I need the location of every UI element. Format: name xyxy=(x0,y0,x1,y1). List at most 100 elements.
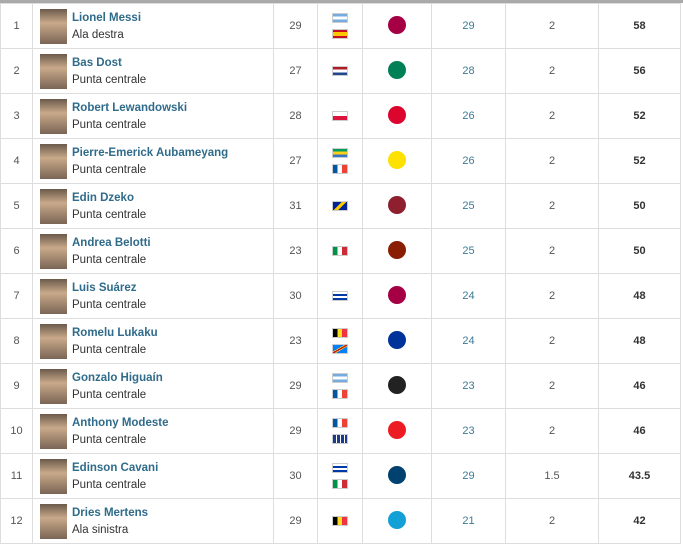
goals: 28 xyxy=(431,48,506,94)
player-photo xyxy=(40,188,67,224)
rank: 10 xyxy=(0,408,33,454)
player-photo xyxy=(40,323,67,359)
nationality-flags xyxy=(318,201,362,211)
player-name-link[interactable]: Edin Dzeko xyxy=(72,191,134,204)
table-row: 9 Gonzalo Higuaín Punta centrale 29 23 2 … xyxy=(0,363,681,409)
coefficient: 2 xyxy=(505,318,599,364)
flag-italy-icon xyxy=(332,479,348,489)
points: 58 xyxy=(598,3,681,49)
player-position: Ala destra xyxy=(72,28,124,41)
club-psg-icon[interactable] xyxy=(388,465,406,484)
flag-guadeloupe-icon xyxy=(332,434,348,444)
player-position: Punta centrale xyxy=(72,433,147,446)
nationality-flags xyxy=(318,291,362,301)
nationality-flags xyxy=(318,373,362,399)
club-napoli-icon[interactable] xyxy=(388,510,406,529)
goals: 23 xyxy=(431,408,506,454)
club-juventus-icon[interactable] xyxy=(388,375,406,394)
player-position: Punta centrale xyxy=(72,298,147,311)
goals: 24 xyxy=(431,273,506,319)
age: 29 xyxy=(273,363,318,409)
flag-france-icon xyxy=(332,418,348,428)
flag-spain-icon xyxy=(332,29,348,39)
player-name-link[interactable]: Bas Dost xyxy=(72,56,122,69)
player-photo xyxy=(40,98,67,134)
player-name-link[interactable]: Gonzalo Higuaín xyxy=(72,371,163,384)
player-name-link[interactable]: Robert Lewandowski xyxy=(72,101,188,114)
club-roma-icon[interactable] xyxy=(388,195,406,214)
coefficient: 2 xyxy=(505,3,599,49)
rank: 5 xyxy=(0,183,33,229)
player-name-link[interactable]: Edinson Cavani xyxy=(72,461,159,474)
player-name-link[interactable]: Dries Mertens xyxy=(72,506,149,519)
club-dortmund-icon[interactable] xyxy=(388,150,406,169)
club-barcelona-icon[interactable] xyxy=(388,285,406,304)
player-photo xyxy=(40,143,67,179)
goals: 24 xyxy=(431,318,506,364)
points: 42 xyxy=(598,498,681,544)
nationality-flags xyxy=(318,516,362,526)
flag-argentina-icon xyxy=(332,13,348,23)
player-name-link[interactable]: Romelu Lukaku xyxy=(72,326,158,339)
club-torino-icon[interactable] xyxy=(388,240,406,259)
rank: 3 xyxy=(0,93,33,139)
flag-italy-icon xyxy=(332,246,348,256)
rank: 7 xyxy=(0,273,33,319)
goals: 25 xyxy=(431,228,506,274)
flag-dr-congo-icon xyxy=(332,344,348,354)
goals: 26 xyxy=(431,93,506,139)
goals: 23 xyxy=(431,363,506,409)
club-everton-icon[interactable] xyxy=(388,330,406,349)
table-row: 4 Pierre-Emerick Aubameyang Punta central… xyxy=(0,138,681,184)
player-name-link[interactable]: Luis Suárez xyxy=(72,281,137,294)
rank: 12 xyxy=(0,498,33,544)
flag-belgium-icon xyxy=(332,328,348,338)
club-sporting-icon[interactable] xyxy=(388,60,406,79)
player-position: Punta centrale xyxy=(72,208,147,221)
rank: 9 xyxy=(0,363,33,409)
nationality-flags xyxy=(318,246,362,256)
age: 29 xyxy=(273,498,318,544)
player-photo xyxy=(40,413,67,449)
points: 48 xyxy=(598,318,681,364)
points: 46 xyxy=(598,408,681,454)
table-row: 12 Dries Mertens Ala sinistra 29 21 2 42 xyxy=(0,498,681,544)
table-row: 11 Edinson Cavani Punta centrale 30 29 1.… xyxy=(0,453,681,499)
flag-belgium-icon xyxy=(332,516,348,526)
flag-uruguay-icon xyxy=(332,463,348,473)
player-photo xyxy=(40,233,67,269)
nationality-flags xyxy=(318,463,362,489)
coefficient: 2 xyxy=(505,228,599,274)
goals: 29 xyxy=(431,3,506,49)
player-ranking-table: 1 Lionel Messi Ala destra 29 29 2 58 2 Bas… xyxy=(0,3,681,544)
rank: 1 xyxy=(0,3,33,49)
nationality-flags xyxy=(318,418,362,444)
flag-bosnia-icon xyxy=(332,201,348,211)
table-row: 10 Anthony Modeste Punta centrale 29 23 2… xyxy=(0,408,681,454)
player-name-link[interactable]: Andrea Belotti xyxy=(72,236,151,249)
age: 29 xyxy=(273,408,318,454)
coefficient: 2 xyxy=(505,408,599,454)
player-name-link[interactable]: Pierre-Emerick Aubameyang xyxy=(72,146,229,159)
club-koln-icon[interactable] xyxy=(388,420,406,439)
goals: 26 xyxy=(431,138,506,184)
table-row: 2 Bas Dost Punta centrale 27 28 2 56 xyxy=(0,48,681,94)
age: 28 xyxy=(273,93,318,139)
player-name-link[interactable]: Anthony Modeste xyxy=(72,416,169,429)
table-row: 7 Luis Suárez Punta centrale 30 24 2 48 xyxy=(0,273,681,319)
player-name-link[interactable]: Lionel Messi xyxy=(72,11,142,24)
goals: 25 xyxy=(431,183,506,229)
flag-netherlands-icon xyxy=(332,66,348,76)
age: 23 xyxy=(273,318,318,364)
player-photo xyxy=(40,278,67,314)
flag-france-icon xyxy=(332,164,348,174)
player-position: Punta centrale xyxy=(72,163,147,176)
club-barcelona-icon[interactable] xyxy=(388,15,406,34)
age: 27 xyxy=(273,138,318,184)
player-position: Punta centrale xyxy=(72,478,147,491)
points: 48 xyxy=(598,273,681,319)
club-bayern-icon[interactable] xyxy=(388,105,406,124)
flag-poland-icon xyxy=(332,111,348,121)
rank: 8 xyxy=(0,318,33,364)
player-photo xyxy=(40,458,67,494)
